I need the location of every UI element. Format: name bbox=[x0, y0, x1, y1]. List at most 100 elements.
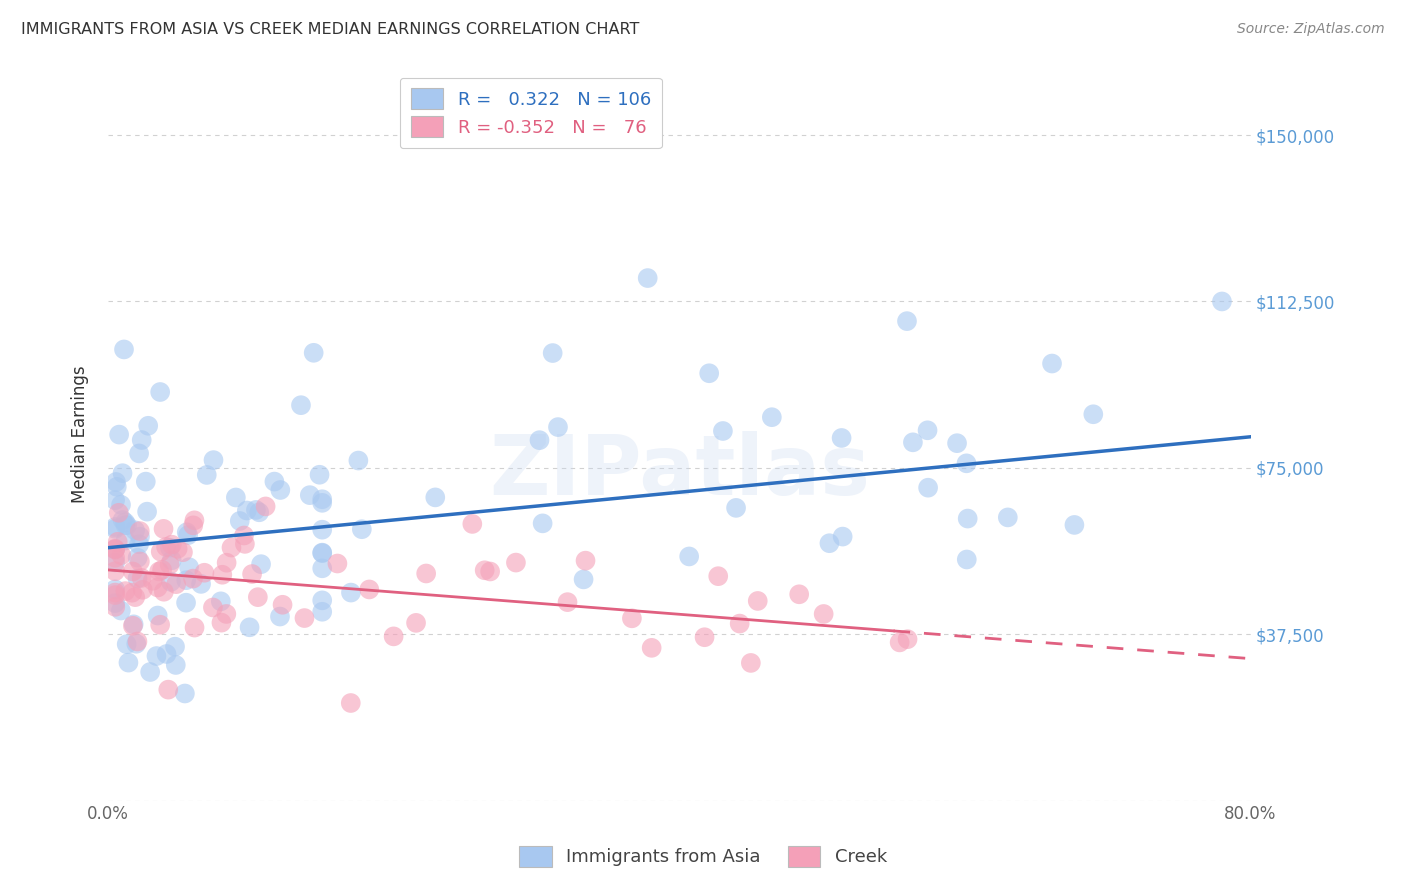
Point bbox=[529, 433, 551, 447]
Point bbox=[311, 593, 333, 607]
Point bbox=[104, 550, 127, 565]
Point bbox=[787, 587, 810, 601]
Point bbox=[415, 566, 437, 581]
Point bbox=[425, 491, 447, 505]
Point bbox=[311, 496, 333, 510]
Point bbox=[247, 505, 270, 519]
Legend: Immigrants from Asia, Creek: Immigrants from Asia, Creek bbox=[512, 838, 894, 874]
Point bbox=[150, 563, 173, 577]
Point bbox=[107, 534, 129, 549]
Point bbox=[104, 564, 127, 578]
Point bbox=[302, 346, 325, 360]
Y-axis label: Median Earnings: Median Earnings bbox=[72, 366, 89, 503]
Point bbox=[104, 541, 127, 556]
Point bbox=[209, 615, 232, 630]
Point bbox=[340, 585, 363, 599]
Point bbox=[159, 541, 181, 555]
Point bbox=[117, 656, 139, 670]
Point bbox=[254, 500, 277, 514]
Point bbox=[955, 456, 977, 470]
Point bbox=[813, 607, 835, 621]
Point bbox=[115, 637, 138, 651]
Point bbox=[236, 503, 259, 517]
Point bbox=[104, 599, 127, 614]
Point bbox=[174, 596, 197, 610]
Point bbox=[112, 343, 135, 357]
Point bbox=[122, 619, 145, 633]
Point bbox=[211, 567, 233, 582]
Point bbox=[115, 518, 138, 533]
Point bbox=[155, 540, 177, 554]
Point bbox=[221, 541, 243, 555]
Point bbox=[157, 682, 180, 697]
Point bbox=[124, 524, 146, 538]
Point bbox=[183, 513, 205, 527]
Point bbox=[114, 533, 136, 548]
Point bbox=[225, 491, 247, 505]
Point bbox=[128, 524, 150, 538]
Point bbox=[139, 665, 162, 679]
Point bbox=[209, 594, 232, 608]
Point bbox=[181, 572, 204, 586]
Point bbox=[172, 545, 194, 559]
Point bbox=[114, 516, 136, 530]
Point bbox=[339, 696, 361, 710]
Point bbox=[405, 615, 427, 630]
Point bbox=[308, 467, 330, 482]
Point bbox=[165, 657, 187, 672]
Point bbox=[326, 557, 349, 571]
Point bbox=[215, 556, 238, 570]
Point bbox=[831, 431, 853, 445]
Point bbox=[693, 630, 716, 644]
Point bbox=[128, 446, 150, 460]
Point bbox=[269, 483, 291, 497]
Point bbox=[233, 528, 256, 542]
Point bbox=[122, 617, 145, 632]
Point bbox=[111, 466, 134, 480]
Point bbox=[114, 518, 136, 533]
Point bbox=[190, 577, 212, 591]
Point bbox=[311, 561, 333, 575]
Point bbox=[148, 565, 170, 579]
Point bbox=[149, 544, 172, 558]
Point bbox=[146, 581, 169, 595]
Point bbox=[474, 563, 496, 577]
Point bbox=[740, 656, 762, 670]
Point bbox=[1063, 517, 1085, 532]
Point bbox=[572, 573, 595, 587]
Point bbox=[461, 516, 484, 531]
Point bbox=[831, 530, 853, 544]
Point bbox=[479, 565, 502, 579]
Point bbox=[818, 536, 841, 550]
Point bbox=[108, 427, 131, 442]
Point bbox=[104, 542, 127, 557]
Point bbox=[160, 574, 183, 589]
Point bbox=[711, 424, 734, 438]
Point bbox=[128, 537, 150, 551]
Point bbox=[382, 629, 405, 643]
Point bbox=[177, 560, 200, 574]
Point bbox=[127, 550, 149, 565]
Point bbox=[1040, 357, 1063, 371]
Point bbox=[896, 632, 918, 647]
Point bbox=[104, 493, 127, 508]
Point bbox=[153, 584, 176, 599]
Point bbox=[889, 635, 911, 649]
Point bbox=[901, 435, 924, 450]
Point bbox=[531, 516, 554, 531]
Text: IMMIGRANTS FROM ASIA VS CREEK MEDIAN EARNINGS CORRELATION CHART: IMMIGRANTS FROM ASIA VS CREEK MEDIAN EAR… bbox=[21, 22, 640, 37]
Point bbox=[176, 525, 198, 540]
Text: Source: ZipAtlas.com: Source: ZipAtlas.com bbox=[1237, 22, 1385, 37]
Point bbox=[124, 590, 146, 604]
Point bbox=[678, 549, 700, 564]
Point bbox=[233, 537, 256, 551]
Point bbox=[541, 346, 564, 360]
Point bbox=[195, 467, 218, 482]
Point bbox=[229, 514, 252, 528]
Point bbox=[547, 420, 569, 434]
Point bbox=[311, 546, 333, 560]
Point bbox=[107, 506, 129, 520]
Point bbox=[110, 603, 132, 617]
Point bbox=[202, 453, 225, 467]
Point bbox=[725, 500, 748, 515]
